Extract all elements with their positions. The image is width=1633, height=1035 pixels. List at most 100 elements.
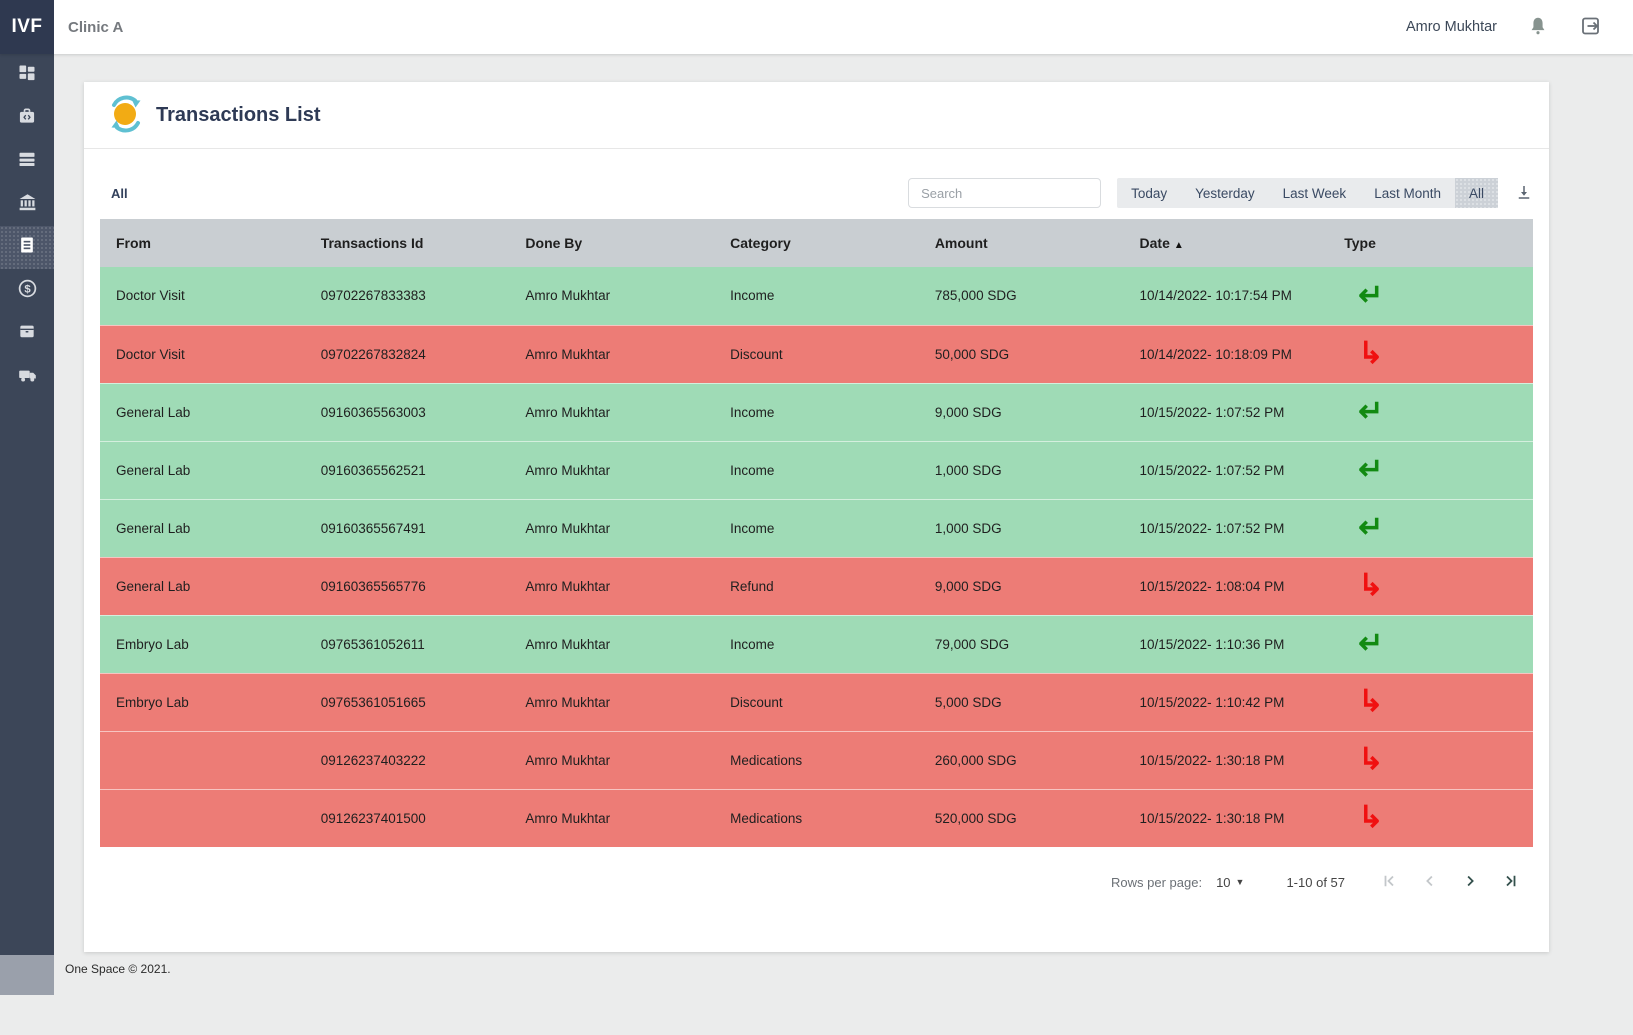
transaction-in-icon: ↵ — [1358, 278, 1384, 312]
rows-per-page-label: Rows per page: — [1111, 874, 1203, 890]
cell-category: Income — [730, 404, 775, 420]
scope-label: All — [111, 185, 128, 201]
filter-last-week-button[interactable]: Last Week — [1269, 178, 1361, 208]
cell-date: 10/15/2022- 1:07:52 PM — [1139, 520, 1285, 536]
transactions-tbody: Doctor Visit 09702267833383 Amro Mukhtar… — [100, 267, 1533, 847]
archive-box-icon — [17, 321, 37, 346]
cell-transactions-id: 09702267833383 — [320, 288, 426, 304]
column-header-date[interactable]: Date ▲ — [1123, 219, 1329, 267]
cell-category: Income — [730, 288, 775, 304]
cell-type: ↳ — [1328, 325, 1533, 383]
table-row[interactable]: 09126237401500 Amro Mukhtar Medications … — [100, 789, 1533, 847]
cell-type: ↵ — [1328, 499, 1533, 557]
cell-amount: 260,000 SDG — [934, 752, 1017, 768]
cell-date: 10/15/2022- 1:07:52 PM — [1139, 462, 1285, 478]
cell-transactions-id: 09765361052611 — [320, 636, 425, 652]
cell-from: General Lab — [116, 520, 191, 536]
last-page-button[interactable] — [1501, 872, 1519, 893]
sidebar-item-lists[interactable] — [0, 140, 54, 183]
cell-transactions-id: 09160365565776 — [320, 578, 426, 594]
cell-date: 10/15/2022- 1:30:18 PM — [1139, 752, 1285, 768]
cell-done-by: Amro Mukhtar — [525, 636, 611, 652]
rows-per-page-select[interactable]: 10 ▼ — [1216, 874, 1245, 890]
table-row[interactable]: Doctor Visit 09702267832824 Amro Mukhtar… — [100, 325, 1533, 383]
cell-category: Refund — [730, 578, 774, 594]
filter-yesterday-button[interactable]: Yesterday — [1181, 178, 1269, 208]
last-page-icon — [1501, 872, 1519, 893]
transaction-in-icon: ↵ — [1358, 627, 1384, 660]
column-header-from[interactable]: From — [100, 219, 305, 267]
table-row[interactable]: Embryo Lab 09765361052611 Amro Mukhtar I… — [100, 615, 1533, 673]
table-row[interactable]: Doctor Visit 09702267833383 Amro Mukhtar… — [100, 267, 1533, 325]
cell-done-by: Amro Mukhtar — [525, 810, 611, 826]
cell-category: Medications — [730, 752, 803, 768]
filter-all-button[interactable]: All — [1454, 178, 1498, 208]
cell-from: Doctor Visit — [116, 288, 185, 304]
download-icon — [1515, 183, 1533, 204]
cell-date: 10/15/2022- 1:10:36 PM — [1139, 636, 1285, 652]
notifications-button[interactable] — [1527, 14, 1549, 41]
previous-page-button[interactable] — [1421, 872, 1439, 893]
cell-done-by: Amro Mukhtar — [525, 578, 611, 594]
sidebar-item-finance[interactable]: $ — [0, 269, 54, 312]
bell-icon — [1527, 14, 1549, 41]
dollar-icon: $ — [17, 278, 38, 304]
sidebar-item-transactions[interactable] — [0, 226, 54, 269]
column-header-type[interactable]: Type — [1328, 219, 1533, 267]
sidebar: $ — [0, 54, 54, 995]
cell-type: ↵ — [1328, 615, 1533, 673]
cell-amount: 9,000 SDG — [934, 404, 1002, 420]
filter-today-button[interactable]: Today — [1117, 178, 1181, 208]
sidebar-item-bank[interactable] — [0, 183, 54, 226]
sidebar-item-visits[interactable] — [0, 97, 54, 140]
table-row[interactable]: 09126237403222 Amro Mukhtar Medications … — [100, 731, 1533, 789]
first-page-button[interactable] — [1381, 872, 1399, 893]
clinic-title: Clinic A — [68, 18, 124, 36]
table-row[interactable]: General Lab 09160365562521 Amro Mukhtar … — [100, 441, 1533, 499]
transactions-card: Transactions List All Today Yesterday La… — [84, 82, 1549, 952]
copyright-text: One Space © 2021. — [65, 962, 171, 976]
cell-transactions-id: 09160365567491 — [320, 520, 426, 536]
column-header-amount[interactable]: Amount — [918, 219, 1124, 267]
cell-done-by: Amro Mukhtar — [525, 346, 611, 362]
sort-ascending-icon: ▲ — [1173, 240, 1184, 251]
table-row[interactable]: Embryo Lab 09765361051665 Amro Mukhtar D… — [100, 673, 1533, 731]
transaction-out-icon: ↳ — [1358, 569, 1384, 602]
logout-icon — [1579, 14, 1603, 41]
table-row[interactable]: General Lab 09160365565776 Amro Mukhtar … — [100, 557, 1533, 615]
cell-from: Doctor Visit — [116, 346, 185, 362]
cell-date: 10/14/2022- 10:17:54 PM — [1139, 288, 1292, 304]
first-page-icon — [1381, 872, 1399, 893]
cell-from: General Lab — [116, 404, 191, 420]
cell-transactions-id: 09126237403222 — [320, 752, 426, 768]
dashboard-icon — [17, 63, 37, 88]
cell-category: Income — [730, 462, 775, 478]
transactions-table: From Transactions Id Done By Category Am… — [100, 219, 1533, 848]
cell-type: ↵ — [1328, 383, 1533, 441]
table-header-row: From Transactions Id Done By Category Am… — [100, 219, 1533, 267]
cell-amount: 9,000 SDG — [934, 578, 1002, 594]
search-input[interactable] — [908, 178, 1102, 208]
list-icon — [17, 149, 37, 174]
cell-type: ↵ — [1328, 267, 1533, 325]
cell-done-by: Amro Mukhtar — [525, 694, 611, 710]
sidebar-item-delivery[interactable] — [0, 355, 54, 398]
app-logo: IVF — [0, 0, 54, 54]
column-header-category[interactable]: Category — [714, 219, 919, 267]
logout-button[interactable] — [1579, 14, 1603, 41]
user-name: Amro Mukhtar — [1405, 19, 1497, 35]
sidebar-item-dashboard[interactable] — [0, 54, 54, 97]
column-header-done-by[interactable]: Done By — [509, 219, 715, 267]
table-row[interactable]: General Lab 09160365563003 Amro Mukhtar … — [100, 383, 1533, 441]
cell-type: ↳ — [1328, 557, 1533, 615]
transaction-out-icon: ↳ — [1358, 337, 1384, 370]
pagination-range: 1-10 of 57 — [1286, 874, 1345, 890]
card-header: Transactions List — [84, 82, 1549, 149]
export-button[interactable] — [1515, 183, 1533, 204]
sidebar-item-inventory[interactable] — [0, 312, 54, 355]
chevron-left-icon — [1421, 872, 1439, 893]
filter-last-month-button[interactable]: Last Month — [1360, 178, 1455, 208]
column-header-transactions-id[interactable]: Transactions Id — [304, 219, 510, 267]
table-row[interactable]: General Lab 09160365567491 Amro Mukhtar … — [100, 499, 1533, 557]
next-page-button[interactable] — [1461, 872, 1479, 893]
